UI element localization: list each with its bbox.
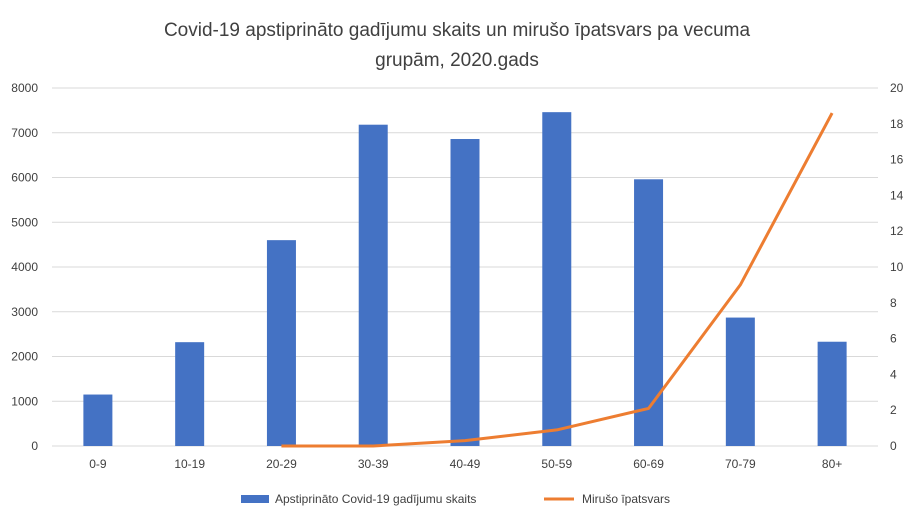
x-tick-label: 70-79: [725, 457, 756, 471]
right-tick-label: 2: [890, 403, 897, 417]
bar-0-9: [83, 394, 113, 446]
x-axis-ticks: 0-9 10-19 20-29 30-39 40-49 50-59 60-69 70-79 80…: [89, 457, 842, 471]
right-axis-ticks: 0 2 4 6 8 10 12 14 16 18 20: [890, 81, 904, 453]
left-tick-label: 4000: [11, 260, 38, 274]
right-tick-label: 10: [890, 260, 904, 274]
left-tick-label: 5000: [11, 215, 38, 229]
x-tick-label: 0-9: [89, 457, 107, 471]
bar-30-39: [358, 124, 388, 446]
left-tick-label: 8000: [11, 81, 38, 95]
chart-title-line-1: Covid-19 apstiprināto gadījumu skaits un…: [164, 20, 751, 41]
left-tick-label: 3000: [11, 305, 38, 319]
x-tick-label: 20-29: [266, 457, 297, 471]
right-tick-label: 20: [890, 81, 904, 95]
legend-label-cases: Apstiprināto Covid-19 gadījumu skaits: [275, 492, 476, 506]
left-tick-label: 1000: [11, 394, 38, 408]
x-tick-label: 50-59: [541, 457, 572, 471]
line-series: [281, 112, 834, 448]
right-tick-label: 6: [890, 332, 897, 346]
left-tick-label: 0: [31, 439, 38, 453]
x-tick-label: 80+: [822, 457, 842, 471]
legend-swatch-cases: [241, 495, 269, 503]
line-deaths-share: [281, 112, 834, 448]
right-tick-label: 18: [890, 117, 904, 131]
bar-series: [83, 112, 847, 447]
legend: Apstiprināto Covid-19 gadījumu skaits Mi…: [241, 492, 670, 506]
right-tick-label: 12: [890, 224, 904, 238]
x-tick-label: 10-19: [174, 457, 205, 471]
x-tick-label: 40-49: [450, 457, 481, 471]
chart-title-line-2: grupām, 2020.gads: [375, 50, 539, 71]
bar-60-69: [634, 179, 664, 447]
right-tick-label: 14: [890, 188, 904, 202]
legend-label-deaths: Mirušo īpatsvars: [582, 492, 670, 506]
right-tick-label: 16: [890, 153, 904, 167]
left-axis-ticks: 0 1000 2000 3000 4000 5000 6000 7000 8000: [11, 81, 38, 453]
right-tick-label: 0: [890, 439, 897, 453]
bar-20-29: [266, 240, 296, 446]
bar-50-59: [542, 112, 572, 446]
bar-40-49: [450, 139, 480, 446]
left-tick-label: 2000: [11, 350, 38, 364]
right-tick-label: 8: [890, 296, 897, 310]
bar-10-19: [175, 342, 205, 446]
bar-70-79: [725, 317, 755, 446]
left-tick-label: 6000: [11, 171, 38, 185]
x-tick-label: 30-39: [358, 457, 389, 471]
left-tick-label: 7000: [11, 126, 38, 140]
right-tick-label: 4: [890, 367, 897, 381]
bar-80+: [817, 341, 847, 446]
x-tick-label: 60-69: [633, 457, 664, 471]
